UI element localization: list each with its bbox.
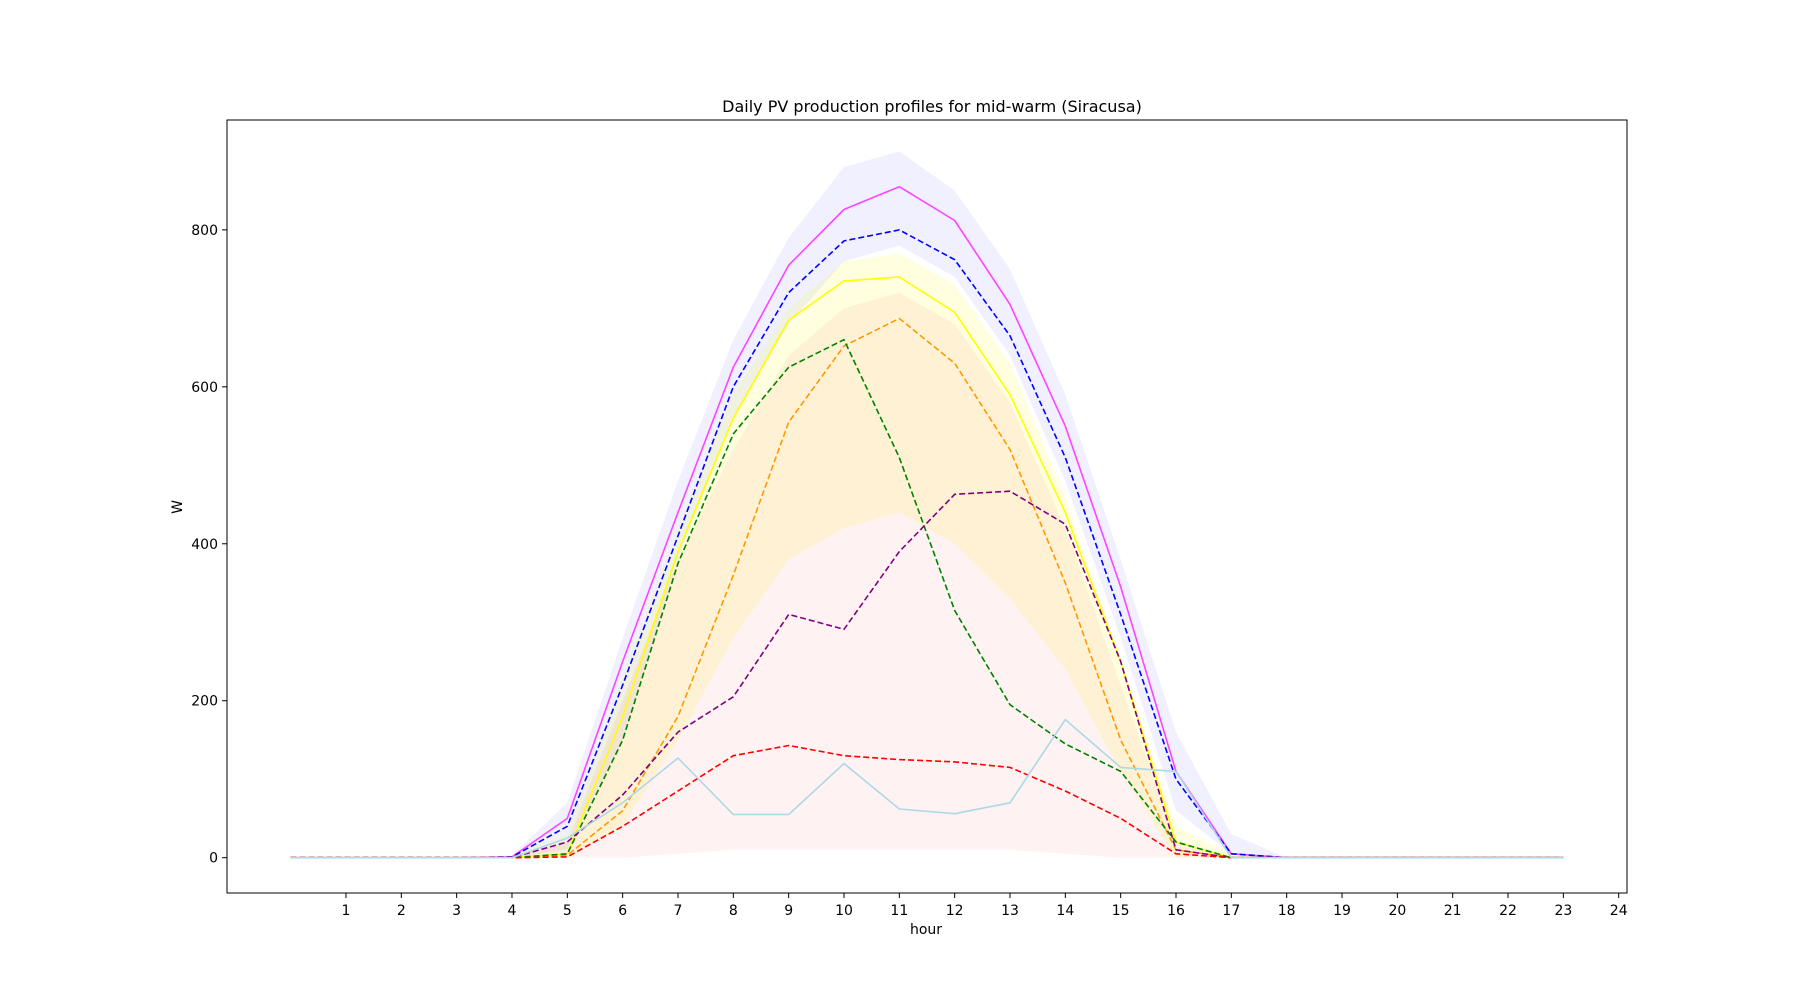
x-tick-label: 5 (563, 903, 572, 919)
profile-band-1 (290, 253, 1564, 858)
y-tick-label: 800 (191, 223, 218, 239)
y-tick-label: 600 (191, 380, 218, 396)
x-axis-label: hour (910, 922, 942, 938)
y-tick-label: 0 (209, 851, 218, 867)
x-axis: 1 2 3 4 5 6 7 8 9 10 11 12 13 14 15 16 17 18 19 20 21 22 23 24 (342, 893, 1628, 919)
x-tick-label: 4 (508, 903, 517, 919)
x-tick-label: 1 (342, 903, 351, 919)
x-tick-label: 23 (1554, 903, 1572, 919)
x-tick-label: 2 (397, 903, 406, 919)
x-tick-label: 20 (1388, 903, 1406, 919)
x-tick-label: 19 (1333, 903, 1351, 919)
series-line-7 (290, 718, 1564, 859)
y-tick-label: 400 (191, 537, 218, 553)
chart-title: Daily PV production profiles for mid-war… (722, 97, 1142, 116)
x-tick-label: 17 (1222, 903, 1240, 919)
x-tick-label: 13 (1001, 903, 1019, 919)
profile-band-2 (290, 292, 1564, 858)
x-tick-label: 3 (452, 903, 461, 919)
y-axis: 0 200 400 600 800 (191, 223, 227, 867)
x-tick-label: 6 (618, 903, 627, 919)
x-tick-label: 9 (784, 903, 793, 919)
plot-area (290, 151, 1564, 859)
x-tick-label: 15 (1112, 903, 1130, 919)
x-tick-label: 21 (1444, 903, 1462, 919)
y-axis-label: W (170, 500, 186, 514)
x-tick-label: 11 (890, 903, 908, 919)
x-tick-label: 14 (1056, 903, 1074, 919)
x-tick-label: 12 (946, 903, 964, 919)
x-tick-label: 24 (1610, 903, 1628, 919)
x-tick-label: 8 (729, 903, 738, 919)
x-tick-label: 16 (1167, 903, 1185, 919)
x-tick-label: 7 (674, 903, 683, 919)
x-tick-label: 10 (835, 903, 853, 919)
x-tick-label: 18 (1278, 903, 1296, 919)
y-tick-label: 200 (191, 694, 218, 710)
plot-frame (226, 119, 1628, 894)
x-tick-label: 22 (1499, 903, 1517, 919)
profile-band-0 (290, 151, 1564, 858)
